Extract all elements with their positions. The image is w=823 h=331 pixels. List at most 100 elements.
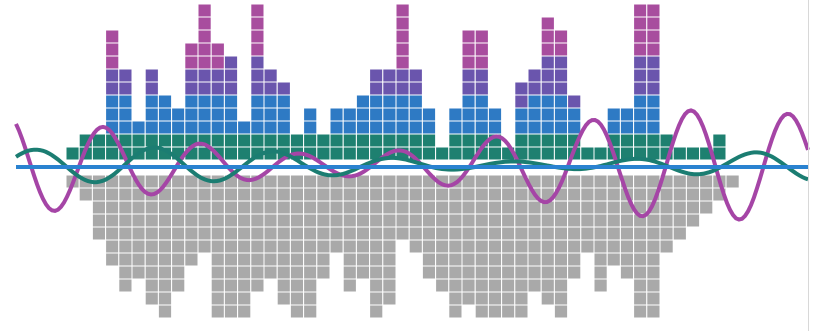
upper-cell <box>342 120 357 135</box>
lower-cell <box>633 174 648 189</box>
lower-cell <box>514 304 529 319</box>
lower-cell <box>408 226 423 241</box>
lower-cell <box>408 187 423 202</box>
lower-cell <box>303 252 318 267</box>
upper-cell <box>263 81 278 96</box>
lower-cell <box>593 174 608 189</box>
wave-layer <box>14 108 810 222</box>
upper-cell <box>250 55 265 70</box>
upper-cell <box>646 55 661 70</box>
lower-gray-columns <box>65 174 740 319</box>
upper-cell <box>540 120 555 135</box>
lower-cell <box>382 291 397 306</box>
lower-cell <box>421 252 437 267</box>
upper-cell <box>395 29 410 44</box>
lower-cell <box>672 213 687 228</box>
lower-cell <box>672 187 687 202</box>
lower-cell <box>699 174 714 189</box>
upper-cell <box>329 120 344 135</box>
upper-cell <box>646 107 661 122</box>
lower-cell <box>659 187 674 202</box>
upper-cell <box>646 42 661 57</box>
right-frame-edge <box>808 0 809 331</box>
lower-cell <box>118 174 133 189</box>
lower-cell <box>435 265 450 280</box>
upper-cell <box>408 107 423 122</box>
upper-cell <box>527 133 542 148</box>
lower-cell <box>474 213 489 228</box>
lower-cell <box>316 226 331 241</box>
upper-cell <box>382 68 397 83</box>
upper-cell <box>527 68 542 83</box>
lower-cell <box>144 252 159 267</box>
upper-cell <box>144 68 159 83</box>
lower-cell <box>501 291 516 306</box>
lower-cell <box>369 174 384 189</box>
lower-cell <box>408 200 423 215</box>
lower-cell <box>408 239 423 254</box>
lower-cell <box>448 291 463 306</box>
upper-cell <box>633 16 648 31</box>
lower-cell <box>131 226 146 241</box>
upper-cell <box>553 94 569 109</box>
lower-cell <box>105 187 120 202</box>
lower-cell <box>289 252 305 267</box>
lower-cell <box>369 200 384 215</box>
lower-cell <box>91 187 107 202</box>
lower-cell <box>210 239 225 254</box>
lower-cell <box>619 252 635 267</box>
lower-cell <box>329 239 344 254</box>
upper-cell <box>316 133 331 148</box>
lower-cell <box>91 226 107 241</box>
upper-cell <box>210 68 225 83</box>
lower-cell <box>474 265 489 280</box>
upper-cell <box>355 94 371 109</box>
upper-cell <box>369 94 384 109</box>
upper-cell <box>276 120 291 135</box>
lower-cell <box>250 200 265 215</box>
upper-cell <box>527 107 542 122</box>
lower-cell <box>171 239 186 254</box>
lower-cell <box>250 226 265 241</box>
upper-cell <box>395 94 410 109</box>
lower-cell <box>157 265 173 280</box>
lower-cell <box>303 213 318 228</box>
lower-cell <box>633 291 648 306</box>
upper-cell <box>553 107 569 122</box>
lower-cell <box>289 239 305 254</box>
upper-cell <box>329 107 344 122</box>
upper-cell <box>263 94 278 109</box>
upper-cell <box>540 133 555 148</box>
lower-cell <box>725 174 740 189</box>
lower-cell <box>303 200 318 215</box>
lower-cell <box>316 239 331 254</box>
lower-cell <box>659 226 674 241</box>
magenta-wave-line <box>14 108 810 222</box>
upper-cell <box>184 94 199 109</box>
lower-cell <box>329 200 344 215</box>
upper-cell <box>250 3 265 18</box>
upper-cell <box>65 146 80 161</box>
lower-cell <box>197 226 212 241</box>
lower-cell <box>395 226 410 241</box>
lower-cell <box>514 187 529 202</box>
upper-cell <box>250 29 265 44</box>
lower-cell <box>210 200 225 215</box>
upper-cell <box>408 81 423 96</box>
upper-cell <box>633 68 648 83</box>
lower-cell <box>448 278 463 293</box>
upper-cell <box>461 68 476 83</box>
lower-cell <box>593 200 608 215</box>
lower-cell <box>593 252 608 267</box>
lower-cell <box>144 200 159 215</box>
lower-cell <box>646 291 661 306</box>
lower-cell <box>276 174 291 189</box>
lower-cell <box>646 239 661 254</box>
lower-cell <box>487 291 503 306</box>
lower-cell <box>421 265 437 280</box>
lower-cell <box>435 226 450 241</box>
upper-cell <box>355 133 371 148</box>
lower-cell <box>461 278 476 293</box>
lower-cell <box>527 213 542 228</box>
